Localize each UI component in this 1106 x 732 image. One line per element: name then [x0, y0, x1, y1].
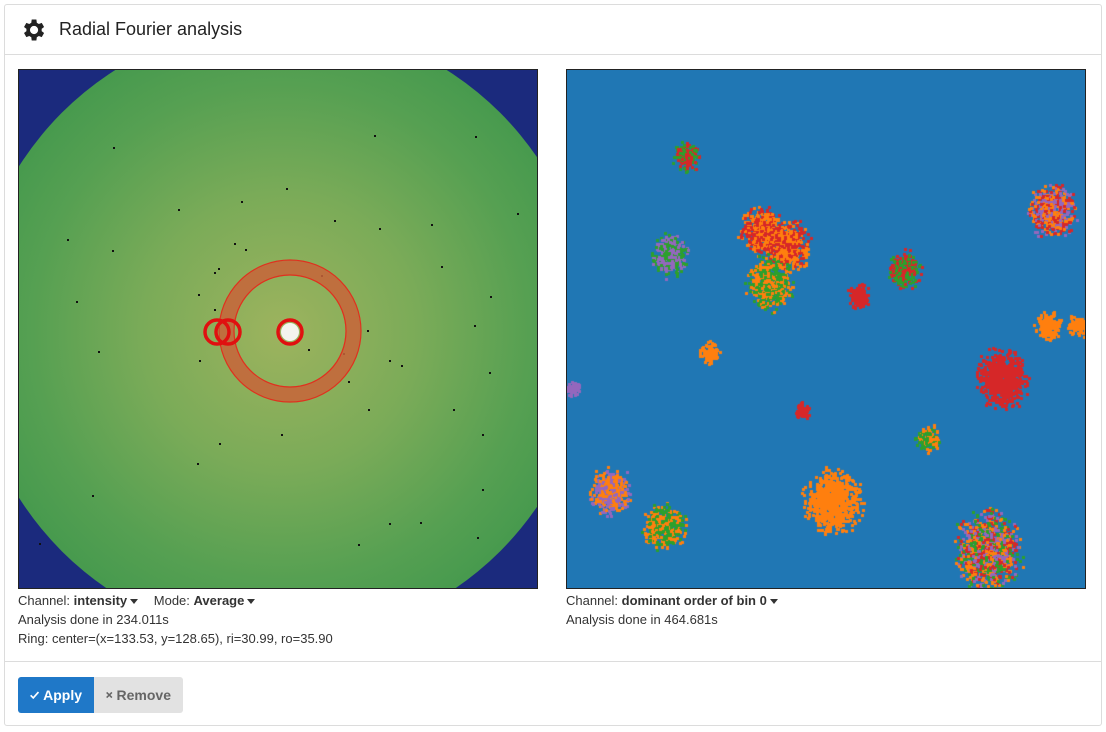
- channel-label: Channel:: [566, 593, 619, 608]
- chevron-down-icon: [769, 599, 778, 605]
- channel-value: dominant order of bin 0: [621, 593, 767, 608]
- check-icon: [30, 691, 40, 700]
- apply-button[interactable]: Apply: [18, 677, 94, 713]
- mode-value: Average: [193, 593, 245, 608]
- right-status: Analysis done in 464.681s: [566, 612, 718, 627]
- close-icon: [106, 691, 113, 699]
- channel-dropdown[interactable]: dominant order of bin 0: [622, 593, 778, 608]
- panel-header: Radial Fourier analysis: [5, 5, 1101, 55]
- remove-label: Remove: [116, 687, 171, 703]
- channel-label: Channel:: [18, 593, 71, 608]
- analysis-panel: Radial Fourier analysis: [4, 4, 1102, 726]
- right-controls-row: Channel: dominant order of bin 0: [566, 591, 778, 610]
- annulus-ring[interactable]: [219, 260, 361, 402]
- dominant-order-map[interactable]: [567, 70, 1085, 588]
- intensity-heatmap[interactable]: [19, 70, 538, 589]
- mode-dropdown[interactable]: Average: [194, 593, 256, 608]
- chevron-down-icon: [247, 599, 256, 605]
- center-peak: [281, 323, 299, 341]
- left-status: Analysis done in 234.011s: [18, 612, 169, 627]
- center-handle[interactable]: [276, 318, 304, 346]
- left-view-info: Channel: intensity Mode: Average Analysi…: [18, 591, 333, 648]
- outer-radius-handle[interactable]: [214, 318, 242, 346]
- right-view-info: Channel: dominant order of bin 0 Analysi…: [566, 591, 778, 629]
- inner-radius-handle[interactable]: [203, 318, 231, 346]
- chevron-down-icon: [130, 599, 139, 605]
- channel-dropdown[interactable]: intensity: [73, 593, 139, 608]
- footer-divider: [5, 661, 1101, 662]
- left-controls-row: Channel: intensity Mode: Average: [18, 591, 333, 610]
- ring-outer-edge: [218, 259, 362, 403]
- intensity-fft-view[interactable]: [18, 69, 538, 589]
- order-map-view[interactable]: [566, 69, 1086, 589]
- gear-icon: [24, 19, 45, 40]
- apply-label: Apply: [43, 687, 82, 703]
- channel-value: intensity: [73, 593, 128, 608]
- mode-label: Mode:: [153, 593, 190, 608]
- ring-info: Ring: center=(x=133.53, y=128.65), ri=30…: [18, 631, 333, 646]
- remove-button[interactable]: Remove: [94, 677, 183, 713]
- panel-title: Radial Fourier analysis: [59, 19, 243, 39]
- ring-inner-edge: [233, 274, 347, 388]
